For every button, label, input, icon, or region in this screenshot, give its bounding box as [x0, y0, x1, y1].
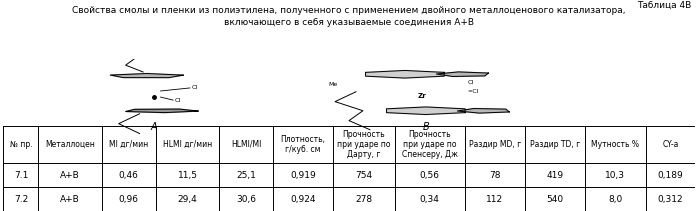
Text: =Cl: =Cl — [468, 89, 479, 94]
Text: Me: Me — [328, 83, 337, 87]
Text: B: B — [422, 122, 429, 132]
Text: 0,924: 0,924 — [290, 195, 316, 204]
Polygon shape — [387, 107, 465, 115]
Text: 0,189: 0,189 — [658, 171, 683, 180]
Text: 0,96: 0,96 — [119, 195, 139, 204]
Text: 0,56: 0,56 — [419, 171, 440, 180]
Polygon shape — [126, 109, 198, 113]
Text: 78: 78 — [489, 171, 500, 180]
Text: Cl: Cl — [174, 98, 181, 103]
Text: 7.2: 7.2 — [14, 195, 28, 204]
Text: 29,4: 29,4 — [177, 195, 198, 204]
Text: МI дг/мин: МI дг/мин — [109, 140, 149, 149]
Text: Cl: Cl — [468, 80, 474, 85]
Text: Мутность %: Мутность % — [591, 140, 639, 149]
Text: A+B: A+B — [60, 171, 80, 180]
Polygon shape — [366, 70, 444, 78]
Text: Свойства смолы и пленки из полиэтилена, полученного с применением двойного метал: Свойства смолы и пленки из полиэтилена, … — [73, 6, 625, 15]
Polygon shape — [436, 72, 489, 77]
Text: включающего в себя указываемые соединения А+В: включающего в себя указываемые соединени… — [224, 18, 474, 27]
Text: 754: 754 — [355, 171, 373, 180]
Text: 25,1: 25,1 — [236, 171, 256, 180]
Text: 112: 112 — [486, 195, 503, 204]
Text: Раздир MD, г: Раздир MD, г — [468, 140, 521, 149]
Text: Zr: Zr — [418, 93, 426, 99]
Text: Прочность
при ударе по
Спенсеру, Дж: Прочность при ударе по Спенсеру, Дж — [402, 130, 458, 159]
Text: 7.1: 7.1 — [14, 171, 28, 180]
Text: № пр.: № пр. — [10, 140, 32, 149]
Text: A+B: A+B — [60, 195, 80, 204]
Text: 0,919: 0,919 — [290, 171, 316, 180]
Text: A: A — [150, 122, 157, 132]
Text: 278: 278 — [355, 195, 373, 204]
Polygon shape — [457, 108, 510, 113]
Text: 10,3: 10,3 — [605, 171, 625, 180]
Text: CY-a: CY-a — [662, 140, 678, 149]
Text: HLMI дг/мин: HLMI дг/мин — [163, 140, 212, 149]
Text: 0,312: 0,312 — [658, 195, 683, 204]
Text: 540: 540 — [546, 195, 563, 204]
Polygon shape — [110, 73, 184, 78]
Text: Раздир TD, г: Раздир TD, г — [530, 140, 580, 149]
Text: Таблица 4В: Таблица 4В — [637, 1, 691, 10]
Text: 0,34: 0,34 — [419, 195, 440, 204]
Text: Плотность,
г/куб. см: Плотность, г/куб. см — [281, 135, 326, 154]
Text: Металлоцен: Металлоцен — [45, 140, 95, 149]
Text: Cl: Cl — [192, 85, 198, 91]
Text: 419: 419 — [546, 171, 563, 180]
Text: HLMI/MI: HLMI/MI — [231, 140, 261, 149]
Text: 0,46: 0,46 — [119, 171, 139, 180]
Text: 8,0: 8,0 — [608, 195, 623, 204]
Text: 30,6: 30,6 — [236, 195, 256, 204]
Text: 11,5: 11,5 — [177, 171, 198, 180]
Text: Прочность
при ударе по
Дарту, г: Прочность при ударе по Дарту, г — [337, 130, 391, 159]
